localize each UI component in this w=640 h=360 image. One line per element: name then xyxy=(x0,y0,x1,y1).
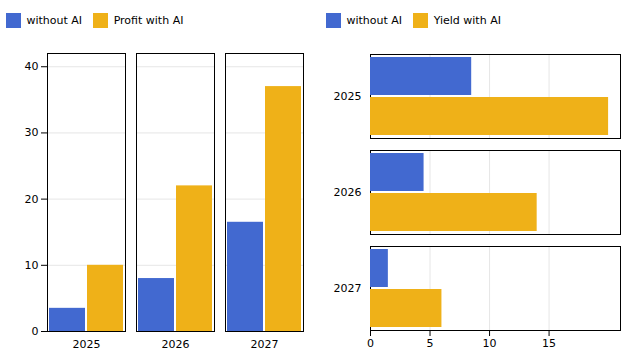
svg-text:0: 0 xyxy=(367,337,374,350)
html-text:Yield with AI: Yield with AI xyxy=(433,14,501,27)
svg-text:15: 15 xyxy=(542,337,556,350)
svg-text:2026: 2026 xyxy=(334,186,362,199)
svg-text:2025: 2025 xyxy=(334,90,362,103)
svg-text:20: 20 xyxy=(25,192,39,205)
html-text:without AI: without AI xyxy=(26,14,83,27)
html-text:without AI: without AI xyxy=(346,14,403,27)
svg-text:10: 10 xyxy=(483,337,497,350)
svg-text:2027: 2027 xyxy=(251,338,279,351)
svg-text:30: 30 xyxy=(25,126,39,139)
svg-text:5: 5 xyxy=(427,337,434,350)
svg-text:2026: 2026 xyxy=(162,338,190,351)
html-text:Profit with AI: Profit with AI xyxy=(113,14,184,27)
svg-text:10: 10 xyxy=(25,258,39,271)
svg-text:40: 40 xyxy=(25,60,39,73)
svg-text:2027: 2027 xyxy=(334,282,362,295)
svg-text:2025: 2025 xyxy=(73,338,101,351)
svg-text:0: 0 xyxy=(32,325,39,338)
